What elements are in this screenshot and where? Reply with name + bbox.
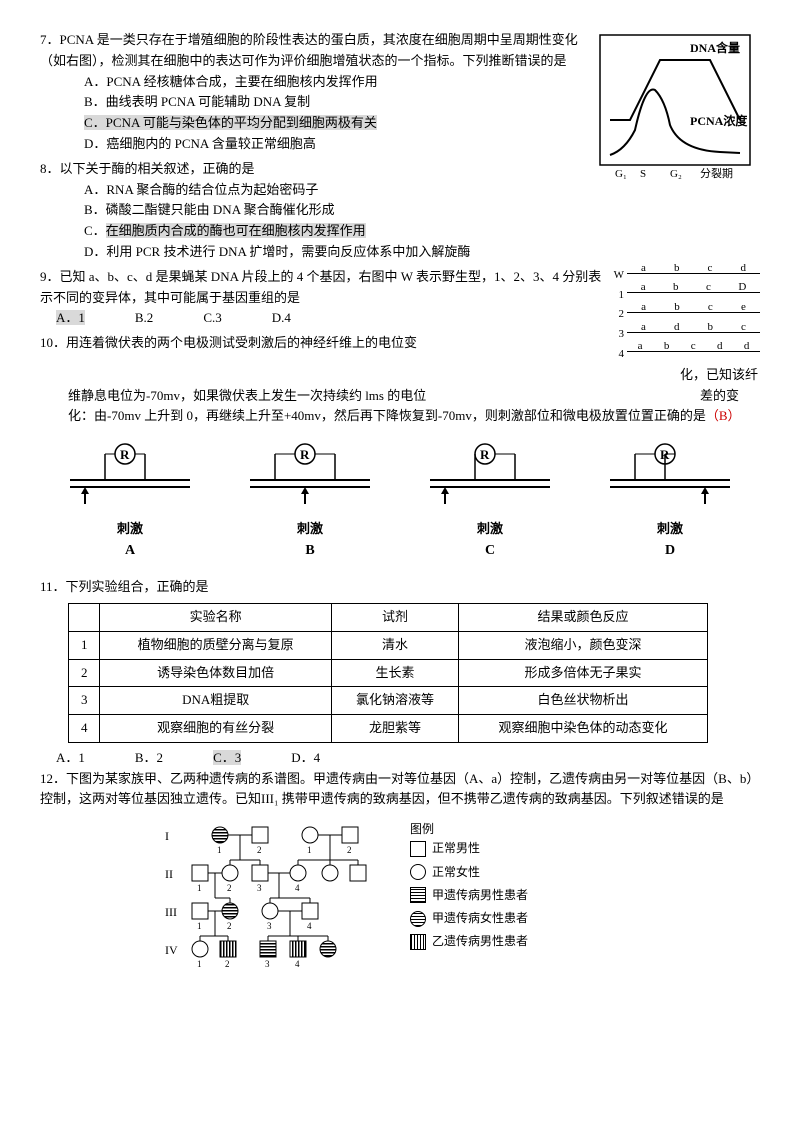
svg-text:III: III bbox=[165, 905, 177, 919]
pedigree-container: I 1 2 1 2 II 1 2 3 4 bbox=[160, 820, 760, 997]
legend-a-female: 甲遗传病女性患者 bbox=[410, 909, 528, 928]
svg-text:S: S bbox=[640, 168, 646, 180]
gene-row-label: W bbox=[610, 267, 627, 285]
svg-text:G₂: G₂ bbox=[670, 168, 682, 180]
q8-opt-d: D．利用 PCR 技术进行 DNA 扩增时，需要向反应体系中加入解旋酶 bbox=[68, 242, 760, 263]
svg-text:IV: IV bbox=[165, 943, 178, 957]
svg-text:3: 3 bbox=[265, 959, 270, 969]
q10-num: 10． bbox=[40, 335, 66, 350]
svg-text:G₁: G₁ bbox=[615, 168, 627, 180]
gene-row-label: 3 bbox=[610, 326, 627, 344]
stimulus-diagram-C: R 刺激C bbox=[420, 442, 560, 562]
q8-text: 以下关于酶的相关叙述，正确的是 bbox=[60, 161, 255, 176]
experiment-table: 实验名称试剂结果或颜色反应1植物细胞的质壁分离与复原清水液泡缩小，颜色变深2诱导… bbox=[68, 603, 708, 743]
legend-a-male: 甲遗传病男性患者 bbox=[410, 886, 528, 905]
stimulus-diagram-D: R 刺激D bbox=[600, 442, 740, 562]
q10-text3: 化：由-70mv 上升到 0，再继续上升至+40mv，然后再下降恢复到-70mv… bbox=[68, 408, 706, 423]
gene-row-label: 1 bbox=[610, 287, 627, 305]
q8-opt-c: C．在细胞质内合成的酶也可在细胞核内发挥作用 bbox=[68, 221, 760, 242]
svg-text:1: 1 bbox=[217, 845, 222, 855]
q9-text: 已知 a、b、c、d 是果蝇某 DNA 片段上的 4 个基因，右图中 W 表示野… bbox=[40, 269, 601, 305]
question-11: 11．下列实验组合，正确的是 bbox=[40, 577, 760, 598]
table-row: 4观察细胞的有丝分裂龙胆紫等观察细胞中染色体的动态变化 bbox=[69, 715, 708, 743]
q12-num: 12． bbox=[40, 771, 66, 786]
gene-row-label: 4 bbox=[610, 346, 627, 364]
q10-answer: （B） bbox=[706, 408, 741, 423]
svg-text:2: 2 bbox=[227, 921, 232, 931]
q11-opt-a: A．1 bbox=[56, 748, 85, 769]
gene-row-label: 2 bbox=[610, 306, 627, 324]
svg-text:1: 1 bbox=[307, 845, 312, 855]
q11-text: 下列实验组合，正确的是 bbox=[66, 579, 209, 594]
q10-text2: 维静息电位为-70mv，如果微伏表上发生一次持续约 lms 的电位 bbox=[68, 388, 426, 403]
q10-text2-end: 差的变 bbox=[700, 386, 760, 407]
svg-text:3: 3 bbox=[257, 883, 262, 893]
q10-text1: 用连着微伏表的两个电极测试受刺激后的神经纤维上的电位变 bbox=[66, 335, 417, 350]
q12-text: 下图为某家族甲、乙两种遗传病的系谱图。甲遗传病由一对等位基因（A、a）控制，乙遗… bbox=[40, 771, 759, 807]
table-header bbox=[69, 603, 100, 631]
svg-text:1: 1 bbox=[197, 883, 202, 893]
q7-text: PCNA 是一类只存在于增殖细胞的阶段性表达的蛋白质，其浓度在细胞周期中呈周期性… bbox=[40, 32, 578, 68]
pedigree-chart: I 1 2 1 2 II 1 2 3 4 bbox=[160, 820, 390, 997]
question-12: 12．下图为某家族甲、乙两种遗传病的系谱图。甲遗传病由一对等位基因（A、a）控制… bbox=[40, 769, 760, 811]
table-header: 实验名称 bbox=[100, 603, 332, 631]
table-row: 2诱导染色体数目加倍生长素形成多倍体无子果实 bbox=[69, 659, 708, 687]
svg-text:2: 2 bbox=[225, 959, 230, 969]
svg-text:1: 1 bbox=[197, 921, 202, 931]
q8-num: 8． bbox=[40, 161, 60, 176]
pedigree-legend: 图例 正常男性 正常女性 甲遗传病男性患者 甲遗传病女性患者 乙遗传病男性患者 bbox=[410, 820, 528, 997]
stimulus-diagram-A: R 刺激A bbox=[60, 442, 200, 562]
table-header: 结果或颜色反应 bbox=[459, 603, 708, 631]
q7-num: 7． bbox=[40, 32, 60, 47]
legend-normal-female: 正常女性 bbox=[410, 863, 528, 882]
table-header: 试剂 bbox=[331, 603, 458, 631]
svg-text:4: 4 bbox=[307, 921, 312, 931]
svg-text:R: R bbox=[480, 447, 490, 462]
q9-opt-d: D.4 bbox=[272, 308, 291, 329]
svg-text:2: 2 bbox=[227, 883, 232, 893]
q9-num: 9． bbox=[40, 269, 60, 284]
q11-opt-c: C．3 bbox=[213, 748, 241, 769]
stimulus-diagram-B: R 刺激B bbox=[240, 442, 380, 562]
legend-b-male: 乙遗传病男性患者 bbox=[410, 932, 528, 951]
stimulus-diagrams: R 刺激A R 刺激B R 刺激C R bbox=[40, 442, 760, 562]
gene-diagram: Wabcd1abcD2abce3adbc4abcdd bbox=[610, 267, 760, 365]
q11-num: 11． bbox=[40, 579, 66, 594]
dna-pcna-chart: DNA含量 PCNA浓度 G₁ S G₂ 分裂期 bbox=[590, 30, 760, 187]
svg-text:4: 4 bbox=[295, 959, 300, 969]
legend-normal-male: 正常男性 bbox=[410, 839, 528, 858]
q11-opt-d: D．4 bbox=[291, 748, 320, 769]
svg-text:I: I bbox=[165, 829, 169, 843]
svg-text:R: R bbox=[120, 447, 130, 462]
svg-text:R: R bbox=[300, 447, 310, 462]
svg-text:DNA含量: DNA含量 bbox=[690, 40, 740, 55]
table-row: 3DNA粗提取氯化钠溶液等白色丝状物析出 bbox=[69, 687, 708, 715]
legend-title: 图例 bbox=[410, 820, 528, 839]
q8-opt-b: B．磷酸二酯键只能由 DNA 聚合酶催化形成 bbox=[68, 200, 760, 221]
svg-text:II: II bbox=[165, 867, 173, 881]
svg-text:4: 4 bbox=[295, 883, 300, 893]
svg-text:2: 2 bbox=[257, 845, 262, 855]
q9-opt-a: A．1 bbox=[56, 308, 85, 329]
svg-text:3: 3 bbox=[267, 921, 272, 931]
svg-text:2: 2 bbox=[347, 845, 352, 855]
q11-opt-b: B．2 bbox=[135, 748, 163, 769]
q9-opt-b: B.2 bbox=[135, 308, 153, 329]
svg-text:分裂期: 分裂期 bbox=[700, 167, 733, 180]
table-row: 1植物细胞的质壁分离与复原清水液泡缩小，颜色变深 bbox=[69, 631, 708, 659]
q9-opt-c: C.3 bbox=[203, 308, 221, 329]
svg-text:PCNA浓度: PCNA浓度 bbox=[690, 113, 748, 128]
svg-text:1: 1 bbox=[197, 959, 202, 969]
